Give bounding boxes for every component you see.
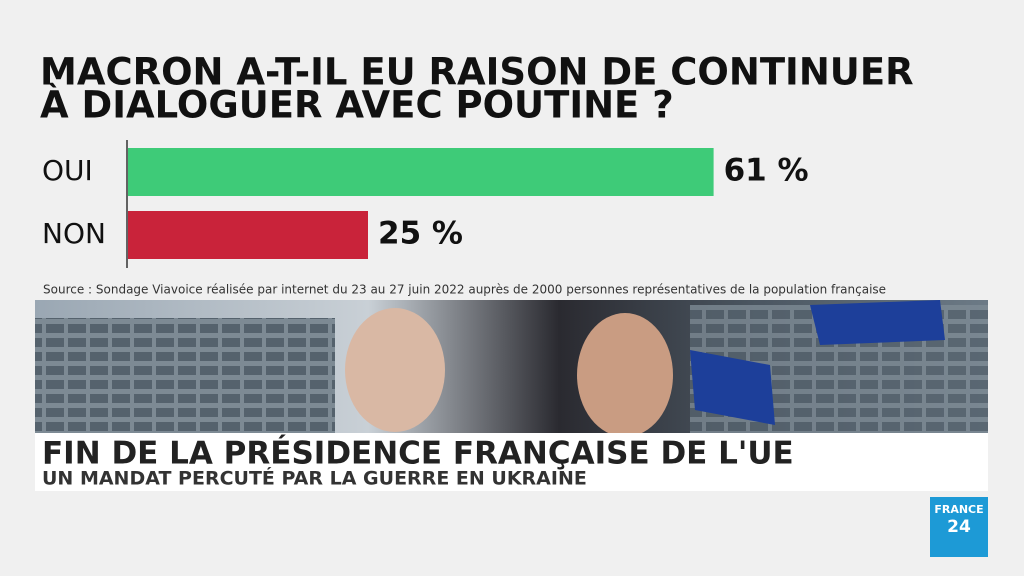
chart-title: MACRON A-T-IL EU RAISON DE CONTINUER xyxy=(40,51,914,94)
category-label: OUI xyxy=(42,154,93,187)
logo-text: 24 xyxy=(947,517,971,537)
logo: FRANCE 24 xyxy=(930,497,988,557)
banner xyxy=(35,433,988,491)
value-label: 61 % xyxy=(724,153,809,189)
bar xyxy=(128,148,714,196)
photo xyxy=(35,300,988,437)
chart-title: À DIALOGUER AVEC POUTINE ? xyxy=(40,83,674,127)
subheadline: UN MANDAT PERCUTÉ PAR LA GUERRE EN UKRAI… xyxy=(42,467,587,490)
source-note: Source : Sondage Viavoice réalisée par i… xyxy=(43,283,886,297)
value-label: 25 % xyxy=(378,216,463,252)
bar xyxy=(128,211,368,259)
headline: FIN DE LA PRÉSIDENCE FRANÇAISE DE L'UE xyxy=(42,436,794,472)
category-label: NON xyxy=(42,217,106,250)
logo-text: FRANCE xyxy=(934,503,983,516)
